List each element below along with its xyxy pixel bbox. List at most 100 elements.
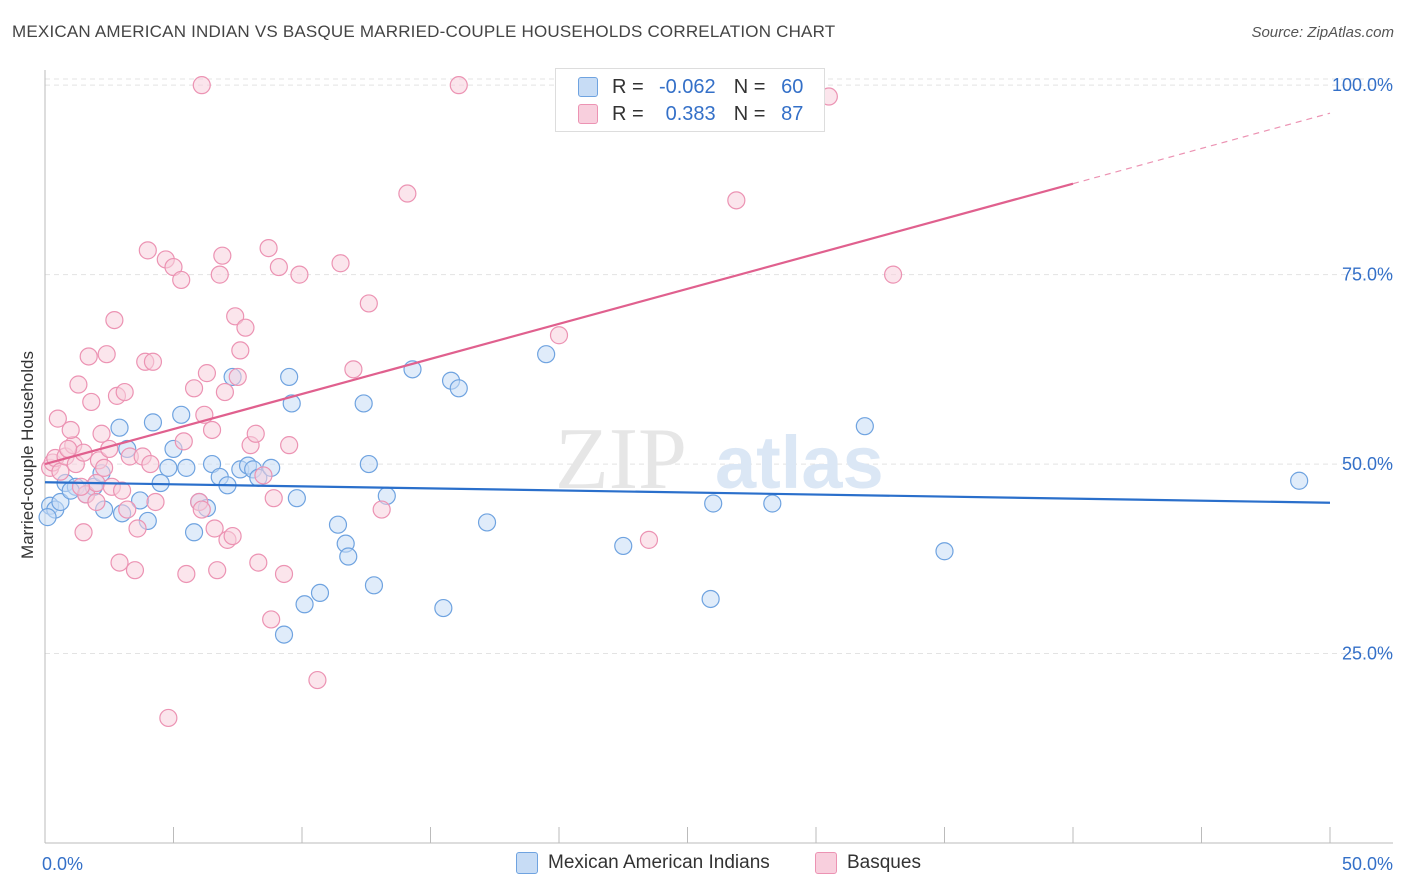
data-point-basques xyxy=(141,454,160,474)
watermark-atlas: atlas xyxy=(715,421,884,504)
legend-n-label: N = xyxy=(733,102,766,125)
data-point-mexican-american-indians xyxy=(704,494,723,513)
data-point-basques xyxy=(639,530,659,549)
data-point-basques xyxy=(231,341,250,360)
data-point-basques xyxy=(254,466,273,485)
data-point-basques xyxy=(215,382,234,402)
data-point-basques xyxy=(61,420,80,440)
legend-swatch-blue xyxy=(578,77,598,97)
trend-line-basques-extension xyxy=(1072,112,1331,185)
y-tick-label: 100.0% xyxy=(1332,75,1393,95)
data-point-basques xyxy=(226,307,245,326)
bottom-legend-swatch-blue xyxy=(516,852,538,874)
data-point-basques xyxy=(210,265,229,284)
data-point-mexican-american-indians xyxy=(359,454,378,474)
legend-n-label: N = xyxy=(733,75,766,98)
data-point-mexican-american-indians xyxy=(310,583,330,603)
data-point-basques xyxy=(246,424,265,443)
legend-n-value: 60 xyxy=(781,75,804,98)
data-point-mexican-american-indians xyxy=(287,489,306,508)
data-point-mexican-american-indians xyxy=(274,625,294,644)
data-point-mexican-american-indians xyxy=(855,417,874,436)
legend-row-mexican-american-indians: R = -0.062 N = 60 xyxy=(578,75,803,99)
data-point-basques xyxy=(174,432,193,451)
data-point-basques xyxy=(48,409,67,428)
data-point-basques xyxy=(143,352,163,371)
data-point-mexican-american-indians xyxy=(159,458,178,477)
data-point-mexican-american-indians xyxy=(282,394,301,413)
bottom-legend-mexican-american-indians: Mexican American Indians xyxy=(516,852,770,874)
data-point-mexican-american-indians xyxy=(328,515,348,534)
data-point-mexican-american-indians xyxy=(51,492,70,512)
data-point-basques xyxy=(69,375,88,394)
data-point-basques xyxy=(197,364,217,383)
data-point-basques xyxy=(274,564,294,584)
grid-lines xyxy=(45,78,1393,655)
tick-labels: 25.0% 50.0% 75.0% 100.0% 0.0% 50.0% xyxy=(42,75,1393,874)
bottom-legend-label: Mexican American Indians xyxy=(548,852,770,873)
y-tick-label: 50.0% xyxy=(1342,454,1393,474)
data-point-mexican-american-indians xyxy=(339,547,358,566)
data-point-mexican-american-indians xyxy=(935,542,954,561)
data-point-basques xyxy=(92,424,111,443)
data-point-basques xyxy=(236,318,255,337)
data-point-basques xyxy=(205,519,224,538)
data-point-mexican-american-indians xyxy=(172,405,191,424)
data-point-basques xyxy=(262,610,281,629)
data-point-mexican-american-indians xyxy=(295,595,314,614)
data-point-basques xyxy=(97,345,116,364)
legend-r-label: R = xyxy=(612,102,644,125)
data-point-basques xyxy=(95,458,114,477)
data-point-basques xyxy=(202,420,222,440)
legend-r-label: R = xyxy=(612,75,644,98)
data-point-basques xyxy=(883,265,903,284)
source-label: Source: ZipAtlas.com xyxy=(1251,24,1394,41)
data-point-mexican-american-indians xyxy=(143,413,163,432)
data-point-basques xyxy=(112,481,132,500)
bottom-legend-basques: Basques xyxy=(815,852,921,874)
legend-swatch-pink xyxy=(578,104,598,124)
data-point-mexican-american-indians xyxy=(537,345,556,364)
data-point-basques xyxy=(192,500,211,519)
data-point-basques xyxy=(398,184,417,203)
legend-r-value: 0.383 xyxy=(665,102,716,125)
data-point-mexican-american-indians xyxy=(701,589,720,609)
data-point-basques xyxy=(344,360,363,379)
data-point-basques xyxy=(138,241,157,260)
data-point-basques xyxy=(115,382,134,402)
data-point-basques xyxy=(79,347,98,366)
data-point-mexican-american-indians xyxy=(110,418,129,437)
data-point-basques xyxy=(449,76,468,95)
data-point-mexican-american-indians xyxy=(449,379,468,398)
data-point-basques xyxy=(223,526,242,546)
data-point-mexican-american-indians xyxy=(763,494,782,513)
bottom-legend-swatch-pink xyxy=(815,852,837,874)
data-point-mexican-american-indians xyxy=(614,536,633,556)
x-tick-label: 0.0% xyxy=(42,854,83,874)
data-point-basques xyxy=(208,561,227,580)
data-point-basques xyxy=(727,191,746,210)
x-tick-label: 50.0% xyxy=(1342,854,1393,874)
data-point-mexican-american-indians xyxy=(184,523,204,542)
data-point-mexican-american-indians xyxy=(354,394,373,413)
data-point-basques xyxy=(280,436,299,455)
data-point-basques xyxy=(71,477,91,496)
data-point-basques xyxy=(125,561,145,580)
y-tick-label: 75.0% xyxy=(1342,265,1393,285)
data-point-basques xyxy=(118,500,137,519)
data-point-basques xyxy=(110,553,129,572)
data-point-basques xyxy=(146,492,165,512)
data-point-mexican-american-indians xyxy=(280,367,299,387)
data-point-basques xyxy=(269,257,288,277)
data-point-basques xyxy=(192,76,211,95)
series-basques xyxy=(41,76,903,728)
data-point-mexican-american-indians xyxy=(177,458,196,477)
watermark-zip: ZIP xyxy=(555,411,687,508)
legend-n-value: 87 xyxy=(781,102,804,125)
data-point-basques xyxy=(74,523,93,542)
data-point-basques xyxy=(172,270,191,290)
data-point-basques xyxy=(549,326,569,345)
data-point-basques xyxy=(331,254,350,273)
axes xyxy=(44,70,1393,844)
data-point-mexican-american-indians xyxy=(364,576,384,595)
